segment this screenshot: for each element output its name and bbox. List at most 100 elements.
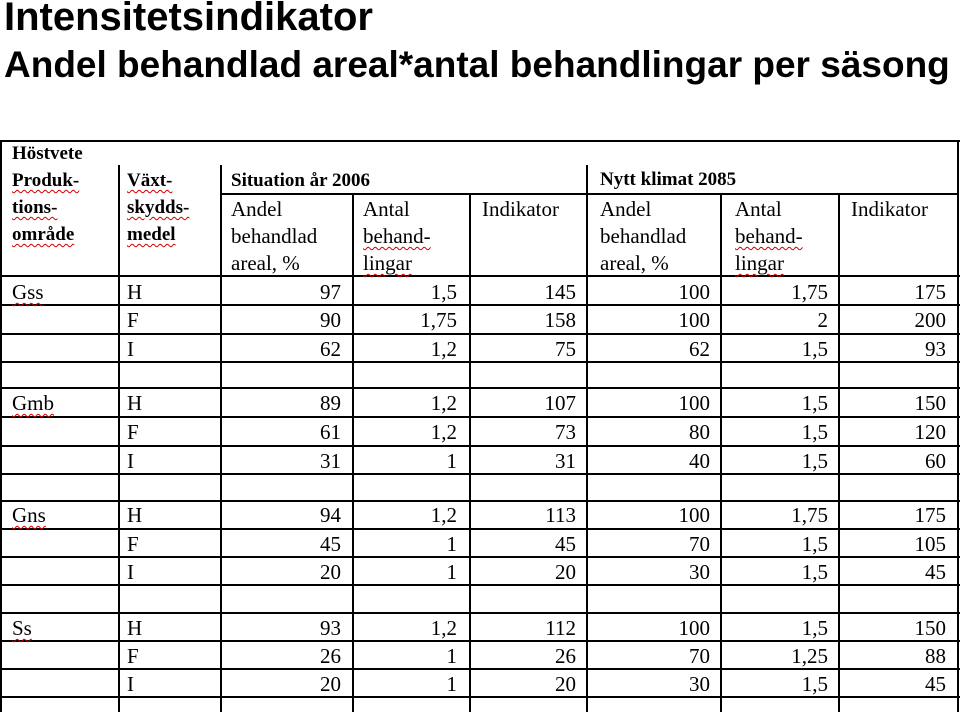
- andel-header-line: areal, %: [600, 251, 669, 275]
- row-rule-6: [0, 445, 960, 447]
- value-cell-i2: 150: [914, 616, 947, 640]
- production-area-header-line: tions-: [12, 197, 58, 218]
- value-cell-i1: 26: [555, 644, 576, 668]
- value-cell-i1: 75: [555, 337, 576, 361]
- column-divider-antal-2085: [720, 193, 722, 712]
- value-cell-i2: 45: [925, 560, 946, 584]
- value-cell-a1: 89: [320, 391, 341, 415]
- crop-protection-type: I: [127, 337, 134, 361]
- group-header-rule: [220, 193, 957, 195]
- andel-header-line: behandlad: [231, 224, 318, 248]
- value-cell-b2: 1,5: [801, 560, 828, 584]
- value-cell-b1: 1,2: [430, 337, 457, 361]
- value-cell-a2: 40: [689, 449, 710, 473]
- value-cell-a1: 94: [320, 503, 341, 527]
- row-rule-7: [0, 473, 960, 475]
- value-cell-a2: 100: [678, 616, 711, 640]
- andel-header-line: Andel: [231, 197, 283, 221]
- indikator-header: Indikator: [851, 197, 928, 221]
- antal-header-line: Antal: [735, 197, 782, 221]
- antal-header-line: lingar: [735, 251, 784, 275]
- row-rule-5: [0, 416, 960, 418]
- crop-protection-type: H: [127, 391, 143, 415]
- column-divider-antal-2006: [352, 193, 354, 712]
- value-cell-a2: 100: [678, 391, 711, 415]
- value-cell-a2: 100: [678, 503, 711, 527]
- row-rule-9: [0, 528, 960, 530]
- crop-protection-type: H: [127, 503, 143, 527]
- value-cell-b2: 1,25: [791, 644, 828, 668]
- crop-protection-type: I: [127, 449, 134, 473]
- value-cell-i2: 150: [914, 391, 947, 415]
- column-divider-andel-2006: [220, 165, 222, 712]
- value-cell-i1: 31: [555, 449, 576, 473]
- value-cell-i2: 93: [925, 337, 946, 361]
- group-header-2085: Nytt klimat 2085: [600, 169, 737, 190]
- row-rule-3: [0, 361, 960, 363]
- value-cell-b1: 1,2: [430, 420, 457, 444]
- crop-protection-type: H: [127, 616, 143, 640]
- crop-protection-type: F: [127, 308, 139, 332]
- value-cell-b2: 2: [817, 308, 829, 332]
- value-cell-b1: 1,2: [430, 616, 457, 640]
- value-cell-i1: 73: [555, 420, 576, 444]
- row-rule-13: [0, 640, 960, 642]
- antal-header-line: behand-: [735, 224, 803, 248]
- row-rule-8: [0, 500, 960, 502]
- value-cell-b2: 1,5: [801, 449, 828, 473]
- value-cell-i1: 107: [544, 391, 577, 415]
- crop-protection-header-line: skydds-: [127, 197, 190, 218]
- value-cell-i2: 120: [914, 420, 947, 444]
- crop-protection-type: F: [127, 644, 139, 668]
- crop-protection-header-line: Växt-: [127, 170, 173, 191]
- value-cell-b2: 1,5: [801, 391, 828, 415]
- row-rule-15: [0, 696, 960, 698]
- value-cell-b1: 1,75: [420, 308, 457, 332]
- value-cell-a2: 100: [678, 280, 711, 304]
- value-cell-a1: 62: [320, 337, 341, 361]
- value-cell-i2: 45: [925, 672, 946, 696]
- value-cell-i2: 88: [925, 644, 946, 668]
- value-cell-a2: 70: [689, 644, 710, 668]
- value-cell-b2: 1,5: [801, 420, 828, 444]
- crop-header: Höstvete: [12, 143, 83, 164]
- value-cell-b2: 1,75: [791, 280, 828, 304]
- crop-protection-header-line: medel: [127, 224, 176, 245]
- crop-protection-type: I: [127, 672, 134, 696]
- value-cell-i2: 175: [914, 503, 947, 527]
- row-rule-10: [0, 556, 960, 558]
- table-top-rule: [0, 140, 960, 142]
- value-cell-b1: 1,5: [430, 280, 457, 304]
- value-cell-i2: 175: [914, 280, 947, 304]
- crop-protection-type: H: [127, 280, 143, 304]
- value-cell-a1: 45: [320, 532, 341, 556]
- column-divider-2085: [586, 165, 588, 712]
- andel-header-line: behandlad: [600, 224, 687, 248]
- page-title: Intensitetsindikator: [4, 0, 373, 39]
- value-cell-a2: 30: [689, 560, 710, 584]
- row-rule-2: [0, 333, 960, 335]
- value-cell-a1: 93: [320, 616, 341, 640]
- value-cell-i1: 158: [544, 308, 577, 332]
- andel-header-line: areal, %: [231, 251, 300, 275]
- value-cell-a1: 61: [320, 420, 341, 444]
- column-divider-indikator-2006: [469, 193, 471, 712]
- value-cell-b1: 1: [446, 672, 458, 696]
- value-cell-a1: 26: [320, 644, 341, 668]
- value-cell-a1: 97: [320, 280, 341, 304]
- production-area-header-line: Produk-: [12, 170, 80, 191]
- value-cell-a2: 30: [689, 672, 710, 696]
- value-cell-b1: 1,2: [430, 391, 457, 415]
- column-divider-indikator-2085: [838, 193, 840, 712]
- value-cell-a1: 20: [320, 672, 341, 696]
- production-area-label: Gmb: [12, 391, 54, 415]
- value-cell-b2: 1,5: [801, 532, 828, 556]
- value-cell-b2: 1,5: [801, 337, 828, 361]
- group-header-2006: Situation år 2006: [231, 170, 371, 191]
- antal-header-line: behand-: [363, 224, 431, 248]
- andel-header-line: Andel: [600, 197, 652, 221]
- crop-protection-type: F: [127, 420, 139, 444]
- value-cell-i2: 60: [925, 449, 946, 473]
- value-cell-a2: 80: [689, 420, 710, 444]
